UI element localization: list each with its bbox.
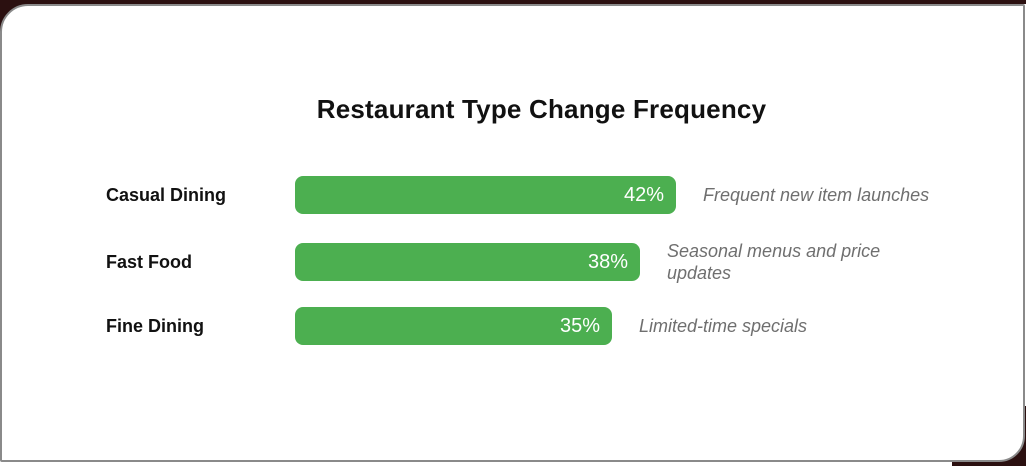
background-strip-top: [0, 0, 1026, 4]
bar-value-label: 42%: [623, 183, 664, 206]
bar-row-casual-dining: Casual Dining 42% Frequent new item laun…: [106, 176, 961, 214]
bar-annotation: Frequent new item launches: [703, 184, 930, 205]
chart-title: Restaurant Type Change Frequency: [316, 94, 767, 124]
chart-card: Restaurant Type Change Frequency Casual …: [0, 4, 1025, 462]
bar-value-label: 38%: [587, 250, 628, 273]
category-label: Fast Food: [106, 251, 192, 272]
category-label: Casual Dining: [106, 184, 227, 205]
bar-row-fine-dining: Fine Dining 35% Limited-time specials: [106, 307, 961, 345]
bar-annotation: Seasonal menus and price updates: [667, 240, 881, 284]
bar-row-fast-food: Fast Food 38% Seasonal menus and price u…: [106, 241, 961, 284]
bar-casual-dining: 42%: [295, 176, 676, 214]
bar-annotation: Limited-time specials: [639, 315, 808, 336]
bar-value-label: 35%: [559, 314, 600, 337]
category-label: Fine Dining: [106, 315, 204, 336]
bar-fine-dining: 35%: [295, 307, 612, 345]
bar-fast-food: 38%: [295, 243, 640, 281]
